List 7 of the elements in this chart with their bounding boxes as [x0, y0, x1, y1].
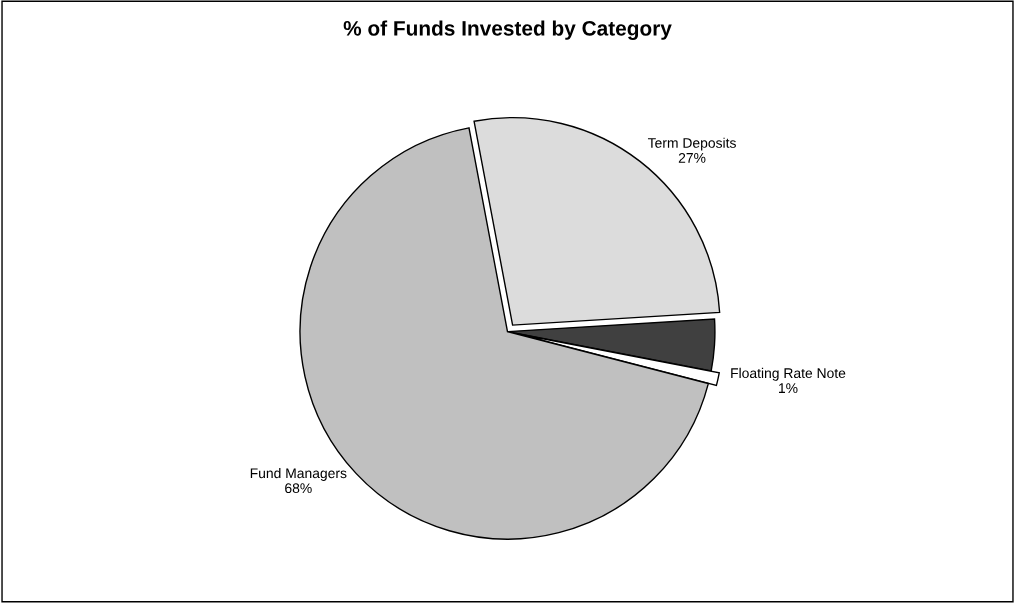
- chart-title: % of Funds Invested by Category: [343, 20, 672, 40]
- data-label: 68%: [285, 483, 312, 494]
- slice-label: Term Deposits: [647, 137, 736, 151]
- data-label: 27%: [678, 152, 706, 163]
- slice-label: Fund Managers: [250, 467, 347, 481]
- data-label: 1%: [779, 383, 798, 393]
- slice-label: Floating Rate Note: [731, 367, 846, 381]
